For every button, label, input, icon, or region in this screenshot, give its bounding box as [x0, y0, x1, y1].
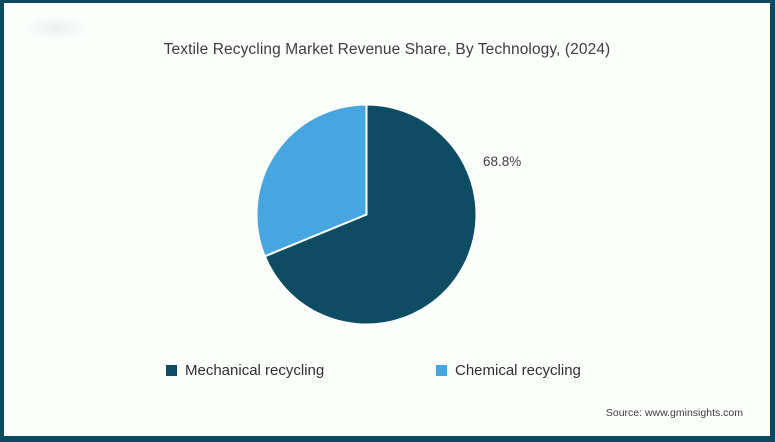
- legend-swatch-chemical: [436, 364, 447, 376]
- legend: Mechanical recycling Chemical recycling: [4, 359, 770, 381]
- slice-data-label: 68.8%: [483, 154, 522, 169]
- legend-swatch-mechanical: [166, 364, 177, 376]
- faded-watermark: [22, 15, 92, 41]
- chart-title: Textile Recycling Market Revenue Share, …: [163, 41, 611, 58]
- pie-slice-mechanical-recycling: [263, 103, 478, 326]
- source-credit: Source: www.gminsights.com: [605, 407, 743, 419]
- pie-slice-chemical-recycling: [255, 103, 368, 258]
- legend-item-mechanical: Mechanical recycling: [166, 359, 324, 381]
- legend-label-chemical: Chemical recycling: [455, 361, 581, 379]
- legend-item-chemical: Chemical recycling: [436, 359, 581, 381]
- pie-chart: [255, 103, 478, 326]
- legend-label-mechanical: Mechanical recycling: [185, 361, 325, 379]
